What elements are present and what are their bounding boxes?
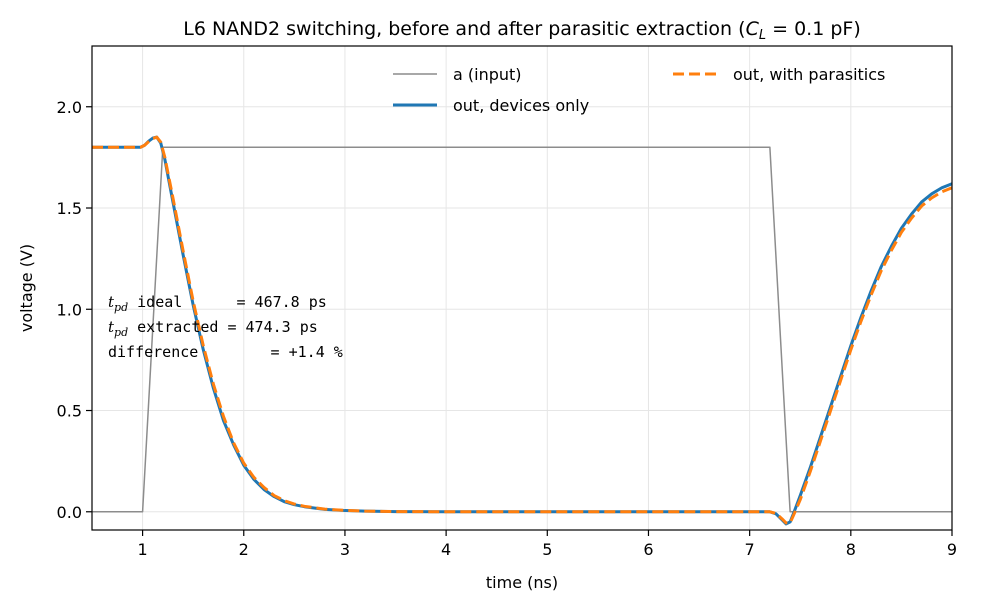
plot-frame xyxy=(91,45,953,531)
y-tick-label: 1.0 xyxy=(57,300,82,319)
x-tick-label: 3 xyxy=(340,540,350,559)
x-tick-label: 5 xyxy=(542,540,552,559)
x-tick-label: 9 xyxy=(947,540,957,559)
legend-label-parasitics: out, with parasitics xyxy=(733,65,885,84)
y-tick-label: 0.5 xyxy=(57,402,82,421)
y-tick-label: 2.0 xyxy=(57,98,82,117)
y-tick-label: 0.0 xyxy=(57,503,82,522)
x-axis-ticks: 1 2 3 4 5 6 7 8 9 xyxy=(137,530,957,559)
y-axis-ticks: 0.0 0.5 1.0 1.5 2.0 xyxy=(57,98,92,522)
x-axis-label: time (ns) xyxy=(486,573,558,592)
annotation-box: tpd ideal = 467.8 ps tpd extracted = 474… xyxy=(108,293,343,361)
x-tick-label: 2 xyxy=(239,540,249,559)
plot-lines xyxy=(92,135,952,526)
legend: a (input) out, devices only out, with pa… xyxy=(393,65,885,115)
legend-label-devices-only: out, devices only xyxy=(453,96,589,115)
legend-label-input: a (input) xyxy=(453,65,522,84)
series-line-parasitics xyxy=(92,135,952,525)
x-tick-label: 4 xyxy=(441,540,451,559)
x-tick-label: 8 xyxy=(846,540,856,559)
y-axis-label: voltage (V) xyxy=(17,244,36,332)
annotation-line-extracted: tpd extracted = 474.3 ps xyxy=(108,318,318,339)
x-tick-label: 7 xyxy=(745,540,755,559)
x-tick-label: 6 xyxy=(643,540,653,559)
x-tick-label: 1 xyxy=(137,540,147,559)
chart-title: L6 NAND2 switching, before and after par… xyxy=(183,18,861,43)
y-tick-label: 1.5 xyxy=(57,199,82,218)
annotation-line-ideal: tpd ideal = 467.8 ps xyxy=(108,293,327,314)
annotation-line-difference: difference = +1.4 % xyxy=(108,343,343,361)
series-line-input xyxy=(92,146,952,513)
